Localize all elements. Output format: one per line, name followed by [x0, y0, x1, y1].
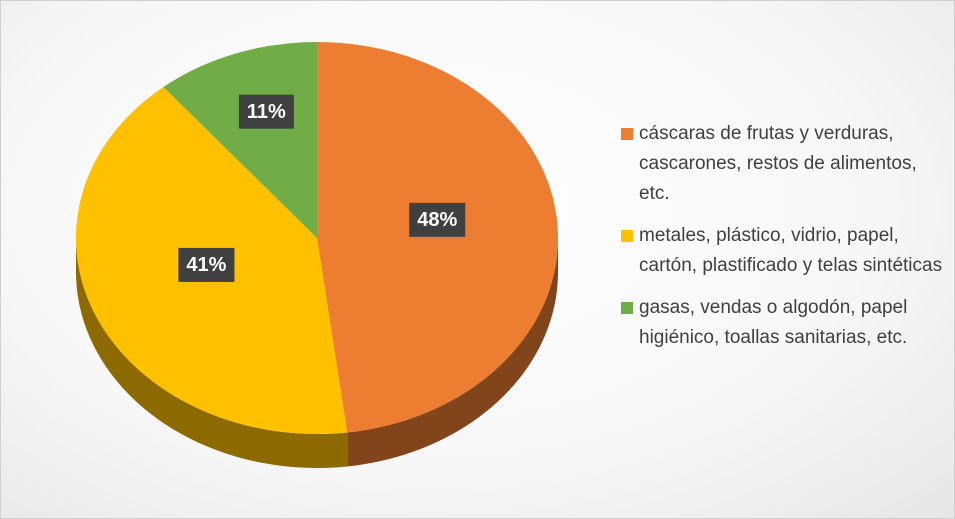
legend-swatch [621, 302, 633, 314]
slice-side [76, 238, 348, 468]
legend-label: gasas, vendas o algodón, papel higiénico… [639, 297, 908, 348]
legend-item: cáscaras de frutas y verduras, cascarone… [621, 119, 951, 209]
data-label-box [409, 202, 466, 237]
data-label: 41% [186, 254, 226, 276]
pie-slice [163, 42, 317, 238]
legend-swatch [621, 230, 633, 242]
data-label-box [238, 94, 294, 129]
legend-label: cáscaras de frutas y verduras, cascarone… [639, 123, 917, 204]
data-label: 11% [247, 101, 286, 123]
pie-slice [317, 42, 558, 433]
legend-label: metales, plástico, vidrio, papel, cartón… [639, 225, 943, 276]
legend-item: metales, plástico, vidrio, papel, cartón… [621, 221, 951, 281]
data-label-box [178, 247, 235, 282]
legend-swatch [621, 128, 633, 140]
slice-side [347, 238, 558, 467]
pie-plot: 48% 41% 11% [76, 42, 558, 468]
legend: cáscaras de frutas y verduras, cascarone… [621, 119, 951, 365]
data-label: 48% [417, 209, 457, 231]
legend-item: gasas, vendas o algodón, papel higiénico… [621, 293, 951, 353]
